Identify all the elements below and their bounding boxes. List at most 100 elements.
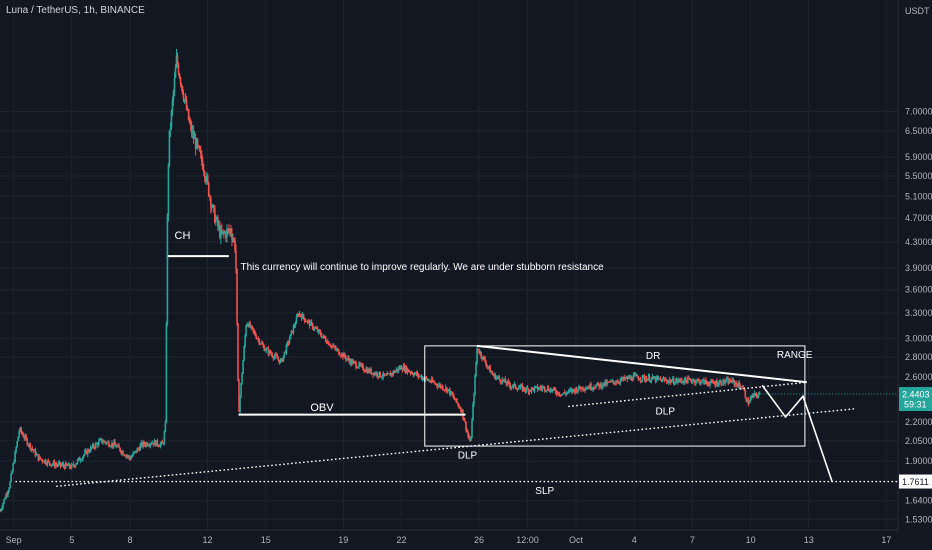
candle-body	[163, 431, 166, 444]
candle-body	[0, 509, 2, 511]
candle-body	[312, 328, 315, 330]
candle-body	[168, 130, 171, 166]
candle-body	[6, 494, 8, 496]
candle-body	[734, 382, 737, 385]
candle-body	[307, 320, 310, 322]
candle-body	[680, 380, 683, 383]
candle-body	[244, 335, 246, 347]
candle-body	[247, 323, 249, 327]
candle-body	[458, 404, 460, 408]
candle-body	[504, 378, 507, 383]
candle-body	[196, 139, 199, 146]
candle-body	[60, 465, 63, 467]
candle-body	[186, 109, 189, 111]
candle-body	[733, 380, 736, 385]
candle-body	[625, 376, 628, 379]
candle-body	[508, 382, 511, 386]
candle-body	[731, 379, 734, 383]
candle-body	[390, 373, 393, 376]
candle-body	[578, 385, 580, 391]
candle-body	[553, 387, 556, 390]
candle-body	[448, 389, 450, 391]
candle-body	[658, 377, 661, 380]
candle-body	[269, 350, 272, 354]
candle-body	[339, 354, 341, 356]
candle-body	[226, 229, 228, 238]
candle-body	[63, 465, 66, 469]
candle-body	[11, 470, 13, 474]
candle-body	[453, 395, 455, 399]
candle-body	[79, 460, 82, 462]
price-tick-label: 3.3000	[905, 308, 932, 318]
candle-body	[712, 381, 714, 383]
candle-body	[24, 435, 27, 439]
candle-body	[455, 398, 457, 401]
candle-body	[325, 341, 328, 344]
candle-body	[388, 373, 391, 375]
candle-body	[649, 381, 652, 383]
candle-body	[681, 381, 684, 383]
candle-body	[599, 383, 601, 388]
candle-body	[676, 379, 679, 382]
time-tick-label: 8	[127, 535, 132, 545]
candle-body	[183, 99, 186, 101]
candle-body	[601, 386, 603, 388]
candle-body	[550, 389, 553, 391]
candle-body	[569, 390, 571, 392]
candle-body	[41, 459, 44, 462]
candle-body	[646, 379, 649, 382]
candle-body	[644, 378, 647, 381]
candle-body	[402, 365, 405, 371]
candle-body	[248, 322, 250, 327]
candle-body	[543, 386, 546, 391]
candle-body	[177, 64, 180, 75]
candle-body	[450, 391, 452, 395]
candle-body	[18, 431, 20, 437]
candle-body	[604, 381, 606, 386]
candle-body	[1, 507, 3, 510]
candle-body	[525, 387, 528, 391]
candle-body	[99, 439, 101, 441]
candle-body	[232, 239, 234, 241]
candle-body	[567, 392, 569, 394]
candle-body	[669, 379, 672, 383]
candle-body	[364, 370, 366, 372]
candle-body	[197, 145, 200, 147]
candle-body	[568, 390, 570, 393]
candle-body	[240, 383, 242, 398]
candle-body	[228, 229, 230, 231]
candle-body	[603, 382, 605, 386]
price-tick-label: 2.2000	[905, 417, 932, 427]
candle-body	[566, 392, 568, 395]
candle-body	[52, 461, 55, 465]
candle-body	[76, 459, 79, 464]
candle-body	[719, 380, 721, 383]
candle-body	[744, 390, 747, 398]
candle-body	[309, 321, 312, 326]
candle-body	[35, 453, 38, 456]
candle-body	[524, 390, 527, 392]
candle-body	[619, 380, 622, 383]
candle-body	[204, 178, 207, 182]
candle-body	[243, 346, 245, 361]
price-tick-label: 3.0000	[905, 334, 932, 344]
candle-body	[454, 398, 456, 401]
candle-body	[394, 370, 397, 373]
candle-body	[531, 387, 534, 389]
candle-body	[74, 464, 77, 467]
candle-body	[707, 382, 709, 385]
candle-body	[419, 375, 422, 377]
candle-body	[75, 463, 78, 465]
candle-body	[411, 372, 414, 375]
candle-body	[498, 376, 501, 380]
candle-body	[345, 357, 347, 360]
candle-body	[506, 381, 509, 385]
candle-body	[170, 110, 173, 128]
candle-body	[361, 364, 363, 366]
candle-body	[273, 356, 276, 359]
candle-body	[561, 393, 564, 395]
candle-body	[97, 443, 99, 446]
candle-body	[297, 314, 300, 316]
countdown-text: 59:31	[904, 400, 927, 410]
